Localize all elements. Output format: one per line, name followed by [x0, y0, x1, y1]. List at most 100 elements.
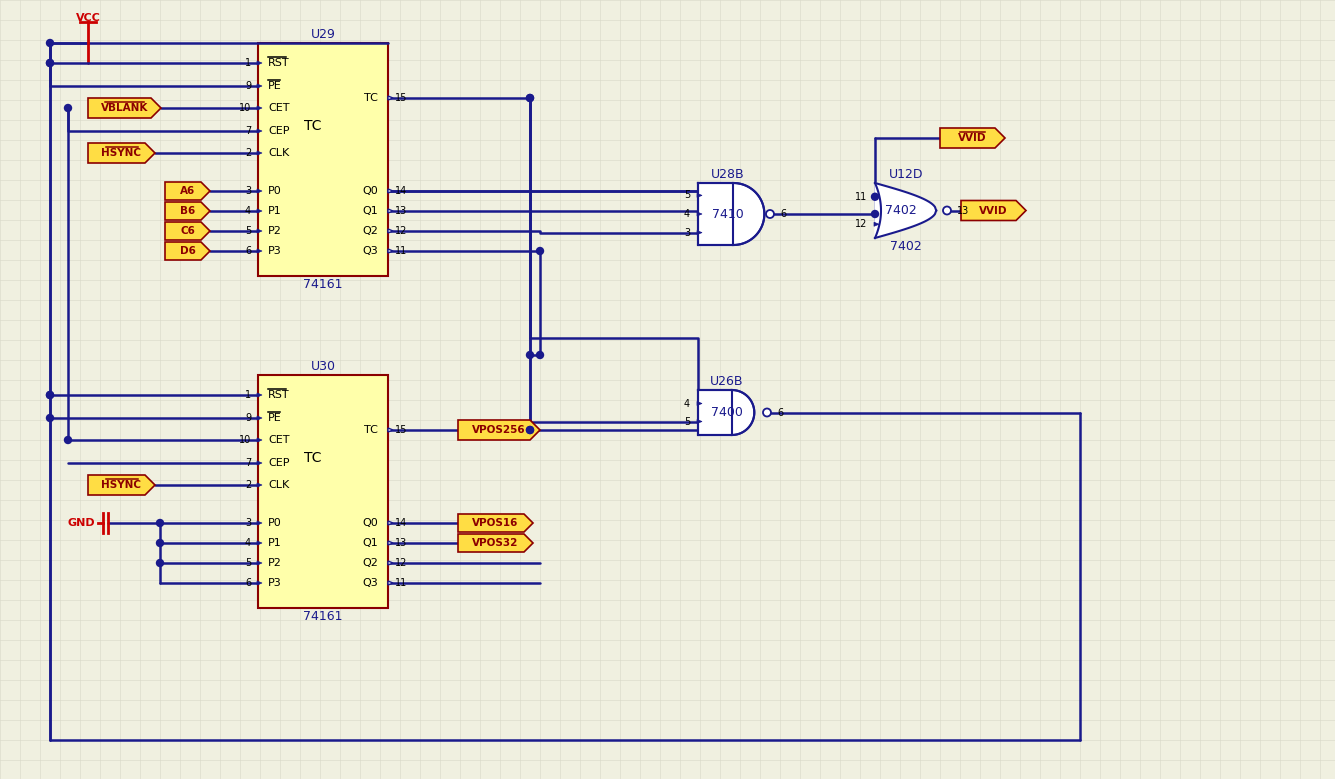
Text: Q3: Q3: [362, 578, 378, 588]
Text: B6: B6: [180, 206, 195, 216]
Polygon shape: [166, 242, 210, 260]
Text: 7400: 7400: [710, 406, 742, 419]
Circle shape: [64, 436, 72, 443]
Polygon shape: [166, 222, 210, 240]
Text: VPOS32: VPOS32: [473, 538, 519, 548]
Polygon shape: [258, 84, 262, 88]
Text: TC: TC: [304, 451, 322, 465]
Polygon shape: [698, 183, 765, 245]
Text: 74161: 74161: [303, 277, 343, 291]
Polygon shape: [388, 541, 392, 545]
Polygon shape: [258, 521, 262, 525]
Polygon shape: [961, 200, 1027, 220]
Text: 4: 4: [684, 399, 690, 408]
Polygon shape: [258, 581, 262, 585]
Polygon shape: [258, 209, 262, 213]
Polygon shape: [698, 390, 732, 435]
Text: VCC: VCC: [76, 13, 100, 23]
Text: 11: 11: [395, 578, 407, 588]
Text: 12: 12: [854, 219, 866, 229]
Text: U29: U29: [311, 27, 335, 41]
Text: 11: 11: [854, 192, 866, 202]
Text: VPOS256: VPOS256: [473, 425, 526, 435]
Circle shape: [526, 94, 534, 101]
Polygon shape: [697, 231, 702, 234]
Text: 6: 6: [777, 407, 784, 418]
Circle shape: [47, 392, 53, 399]
Circle shape: [156, 540, 163, 547]
Text: P2: P2: [268, 558, 282, 568]
Circle shape: [872, 193, 878, 200]
Polygon shape: [258, 106, 262, 110]
Circle shape: [47, 392, 53, 399]
Polygon shape: [166, 182, 210, 200]
Text: P0: P0: [268, 186, 282, 196]
Text: 2: 2: [244, 148, 251, 158]
Circle shape: [764, 408, 772, 417]
Polygon shape: [258, 541, 262, 545]
Text: 14: 14: [395, 518, 407, 528]
Text: P2: P2: [268, 226, 282, 236]
Text: CEP: CEP: [268, 126, 290, 136]
Text: 14: 14: [395, 186, 407, 196]
Text: 7: 7: [244, 458, 251, 468]
Polygon shape: [388, 189, 392, 193]
Polygon shape: [697, 193, 702, 197]
Circle shape: [537, 248, 543, 255]
Text: VVID: VVID: [980, 206, 1008, 216]
Polygon shape: [258, 438, 262, 442]
Text: 7: 7: [244, 126, 251, 136]
Text: Q1: Q1: [362, 538, 378, 548]
Text: 1: 1: [244, 390, 251, 400]
Text: 9: 9: [244, 81, 251, 91]
Text: 6: 6: [780, 209, 786, 219]
Text: U26B: U26B: [710, 375, 744, 387]
Text: 4: 4: [684, 209, 690, 219]
Polygon shape: [697, 212, 702, 216]
Text: 5: 5: [244, 558, 251, 568]
Polygon shape: [388, 209, 392, 213]
Text: RST: RST: [268, 58, 290, 68]
Text: Q0: Q0: [362, 518, 378, 528]
Polygon shape: [388, 561, 392, 565]
Text: PE: PE: [268, 413, 282, 423]
Polygon shape: [874, 222, 878, 226]
Text: TC: TC: [364, 425, 378, 435]
Polygon shape: [258, 189, 262, 193]
Text: Q3: Q3: [362, 246, 378, 256]
Polygon shape: [874, 183, 936, 238]
Text: 12: 12: [395, 226, 407, 236]
Polygon shape: [388, 96, 392, 100]
Text: TC: TC: [364, 93, 378, 103]
Text: 15: 15: [395, 93, 407, 103]
Circle shape: [156, 559, 163, 566]
Circle shape: [47, 59, 53, 66]
Polygon shape: [258, 416, 262, 420]
Text: 3: 3: [244, 518, 251, 528]
Text: 3: 3: [244, 186, 251, 196]
Circle shape: [156, 520, 163, 527]
Text: HSYNC: HSYNC: [101, 148, 142, 158]
Text: 4: 4: [244, 538, 251, 548]
Text: 2: 2: [244, 480, 251, 490]
Text: P1: P1: [268, 206, 282, 216]
Circle shape: [526, 351, 534, 358]
Text: Q0: Q0: [362, 186, 378, 196]
Text: GND: GND: [67, 518, 95, 528]
Text: RST: RST: [268, 390, 290, 400]
Bar: [258, 375, 388, 608]
Polygon shape: [940, 128, 1005, 148]
Text: P1: P1: [268, 538, 282, 548]
Polygon shape: [88, 98, 162, 118]
Polygon shape: [697, 420, 702, 424]
Polygon shape: [258, 461, 262, 465]
Polygon shape: [88, 143, 155, 163]
Text: 13: 13: [395, 538, 407, 548]
Circle shape: [872, 210, 878, 217]
Polygon shape: [258, 249, 262, 253]
Text: P0: P0: [268, 518, 282, 528]
Circle shape: [943, 206, 951, 214]
Text: P3: P3: [268, 246, 282, 256]
Polygon shape: [258, 61, 262, 65]
Text: VVID: VVID: [959, 133, 987, 143]
